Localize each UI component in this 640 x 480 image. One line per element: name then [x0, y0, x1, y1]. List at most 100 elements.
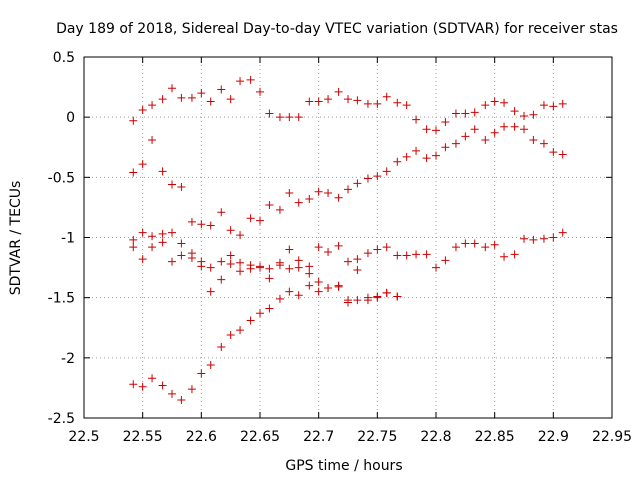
data-point [441, 143, 450, 152]
data-point [265, 201, 274, 210]
data-point [217, 275, 226, 284]
x-tick-labels: 22.5 22.55 22.6 22.65 22.7 22.75 22.8 22.85 22.9… [68, 429, 632, 445]
data-point [441, 256, 450, 265]
data-point [206, 263, 215, 272]
data-point [168, 228, 176, 237]
data-point [539, 234, 548, 243]
data-point [187, 93, 196, 102]
data-point [402, 251, 411, 260]
series-third [129, 228, 567, 273]
data-point [470, 239, 479, 248]
data-point [285, 287, 294, 296]
data-point [558, 228, 567, 237]
y-tick-label: -1.5 [48, 291, 75, 307]
data-point [138, 382, 147, 391]
data-point [285, 113, 294, 122]
data-point [305, 262, 314, 271]
data-point [461, 239, 470, 248]
data-point [265, 274, 274, 283]
data-point [129, 243, 138, 252]
data-point [168, 180, 176, 189]
data-point [373, 245, 382, 254]
data-point [294, 263, 303, 272]
data-point [138, 160, 147, 169]
data-point [148, 374, 157, 383]
y-axis-label: SDTVAR / TECUs [8, 181, 24, 296]
data-point [256, 87, 264, 96]
y-tick-label: 0 [66, 110, 75, 126]
y-tick-labels: 0.5 0 -0.5 -1 -1.5 -2 -2.5 [48, 50, 75, 427]
data-point [177, 251, 186, 260]
data-point [285, 188, 294, 197]
data-point [158, 381, 167, 390]
data-point [275, 261, 284, 270]
data-point [382, 92, 391, 101]
data-point [334, 87, 343, 96]
data-point [490, 128, 499, 137]
data-point [236, 77, 245, 86]
data-point [294, 291, 303, 300]
data-point [539, 101, 548, 110]
data-point [510, 107, 519, 116]
data-point [549, 233, 558, 242]
data-point [226, 226, 235, 235]
data-point [393, 98, 402, 107]
data-point [158, 167, 167, 176]
data-point [529, 136, 538, 145]
data-point [246, 75, 255, 84]
y-tick-label: -2.5 [48, 411, 75, 427]
axis-ticks [83, 56, 613, 419]
data-point [275, 113, 284, 122]
data-point [129, 168, 138, 177]
x-tick-label: 22.85 [475, 429, 515, 445]
data-point [177, 239, 186, 248]
data-points [129, 75, 567, 404]
data-point [138, 255, 147, 264]
data-point [451, 139, 460, 148]
data-point [236, 267, 245, 276]
data-point [148, 232, 157, 241]
x-tick-label: 22.55 [123, 429, 163, 445]
data-point [393, 292, 402, 301]
data-point [217, 85, 226, 94]
data-point [363, 99, 372, 108]
data-point [168, 389, 176, 398]
data-point [373, 292, 382, 301]
data-point [344, 296, 352, 305]
data-point [402, 101, 411, 110]
data-point [470, 125, 479, 134]
data-point [294, 256, 303, 265]
x-tick-label: 22.8 [420, 429, 451, 445]
chart-title: Day 189 of 2018, Sidereal Day-to-day VTE… [56, 21, 618, 37]
data-point [324, 95, 333, 104]
data-point [285, 245, 294, 254]
data-point [177, 182, 186, 191]
data-point [481, 101, 490, 110]
data-point [344, 185, 352, 194]
data-point [422, 250, 431, 259]
data-point [314, 187, 323, 196]
data-point [305, 97, 314, 106]
data-point [382, 243, 391, 252]
data-point [451, 243, 460, 252]
data-point [490, 240, 499, 249]
data-point [148, 243, 157, 252]
data-point [353, 296, 362, 305]
x-tick-label: 22.9 [538, 429, 569, 445]
data-point [217, 208, 226, 217]
data-point [206, 97, 215, 106]
data-point [226, 330, 235, 339]
data-point [285, 264, 294, 273]
data-point [187, 385, 196, 394]
data-point [363, 293, 372, 302]
data-point [353, 255, 362, 264]
data-point [197, 369, 206, 378]
data-point [353, 96, 362, 105]
data-point [305, 281, 314, 290]
data-point [461, 132, 470, 141]
data-point [324, 284, 333, 293]
data-point [177, 395, 186, 404]
data-point [148, 101, 157, 110]
series-top [129, 75, 567, 135]
